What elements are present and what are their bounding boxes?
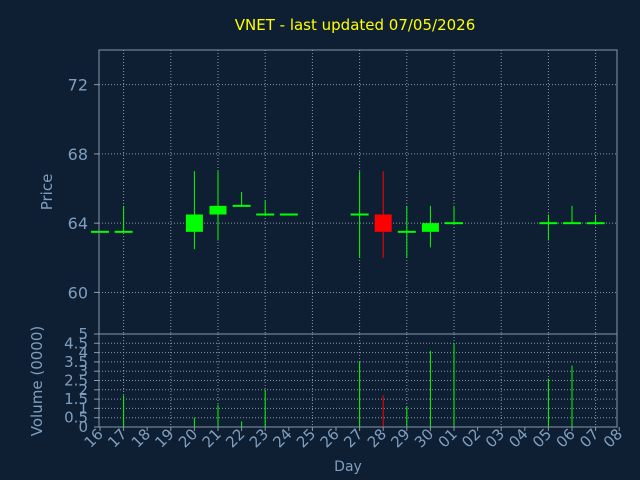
day-tick-label: 23: [246, 425, 272, 451]
candle: [256, 200, 275, 216]
price-plot-frame: [98, 49, 618, 335]
candle-body: [586, 222, 605, 225]
day-tick-label: 22: [222, 425, 248, 451]
day-tick-label: 02: [458, 425, 484, 451]
price-axis: 60 64 68 72: [68, 76, 99, 302]
volume-tick-label: 3: [78, 362, 88, 380]
day-tick-label: 03: [482, 425, 508, 451]
candle: [421, 205, 439, 248]
candle-body: [539, 222, 558, 225]
candle: [350, 171, 369, 258]
day-tick-label: 20: [175, 425, 201, 451]
candle-body: [279, 213, 298, 216]
day-tick-label: 21: [199, 425, 225, 451]
candle-body: [185, 214, 203, 232]
volume-tick-label: 0.5: [64, 409, 88, 427]
day-tick-label: 01: [435, 425, 461, 451]
price-grid: [99, 50, 617, 334]
candle-body: [563, 222, 581, 225]
day-tick-label: 08: [600, 425, 626, 451]
candle: [374, 171, 392, 258]
volume-tick-label: 2.5: [64, 372, 88, 390]
volume-tick-label: 3.5: [64, 353, 88, 371]
day-tick-label: 24: [269, 425, 295, 451]
candle-body: [445, 222, 463, 225]
price-tick-label: 68: [68, 145, 88, 164]
price-tick-label: 72: [68, 76, 88, 95]
volume-axis-label: Volume (0000): [28, 326, 46, 436]
day-tick-label: 19: [151, 425, 177, 451]
candle-body: [374, 214, 392, 232]
price-tick-label: 60: [68, 283, 88, 302]
day-tick-label: 28: [364, 425, 390, 451]
candle: [586, 214, 605, 225]
candle-body: [350, 213, 369, 216]
volume-tick-label: 4.5: [64, 334, 88, 352]
volume-plot-frame: [98, 333, 618, 428]
day-tick-label: 17: [104, 425, 130, 451]
volume-tick-label: 5: [78, 325, 88, 343]
volume-tick-label: 1: [78, 399, 88, 417]
day-tick-label: 25: [293, 425, 319, 451]
candle: [114, 205, 133, 233]
price-axis-label: Price: [38, 174, 56, 211]
day-tick-label: 07: [576, 425, 602, 451]
candle: [397, 205, 416, 258]
candle: [539, 214, 558, 241]
day-axis-label: Day: [334, 459, 362, 475]
candle-body: [256, 213, 275, 216]
candle: [445, 205, 463, 225]
candle: [563, 205, 581, 225]
volume-bars: [123, 343, 573, 427]
day-tick-label: 29: [387, 425, 413, 451]
price-candles: [91, 171, 605, 258]
price-tick-label: 64: [68, 214, 88, 233]
day-tick-label: 06: [553, 425, 579, 451]
candle-body: [421, 223, 439, 232]
day-tick-label: 04: [505, 425, 531, 451]
day-tick-label: 26: [317, 425, 343, 451]
candle: [279, 213, 298, 216]
candle: [209, 171, 227, 241]
volume-grid: [99, 333, 617, 428]
candle-body: [232, 204, 251, 207]
day-axis: 1617181920212223242526272829300102030405…: [81, 425, 626, 451]
volume-tick-label: 1.5: [64, 390, 88, 408]
candle: [91, 230, 109, 233]
day-tick-label: 05: [529, 425, 555, 451]
day-tick-label: 30: [411, 425, 437, 451]
volume-tick-label: 4: [78, 344, 88, 362]
volume-tick-label: 0: [78, 418, 88, 436]
candle-body: [397, 230, 416, 233]
candle-body: [91, 230, 109, 233]
candle-body: [114, 230, 133, 233]
chart-title: VNET - last updated 07/05/2026: [235, 16, 476, 34]
candle-body: [209, 205, 227, 215]
day-tick-label: 18: [128, 425, 154, 451]
volume-axis: 00.511.522.533.544.55: [64, 325, 99, 436]
candle: [185, 171, 203, 250]
candle: [232, 192, 251, 207]
day-tick-label: 27: [340, 425, 366, 451]
volume-tick-label: 2: [78, 381, 88, 399]
